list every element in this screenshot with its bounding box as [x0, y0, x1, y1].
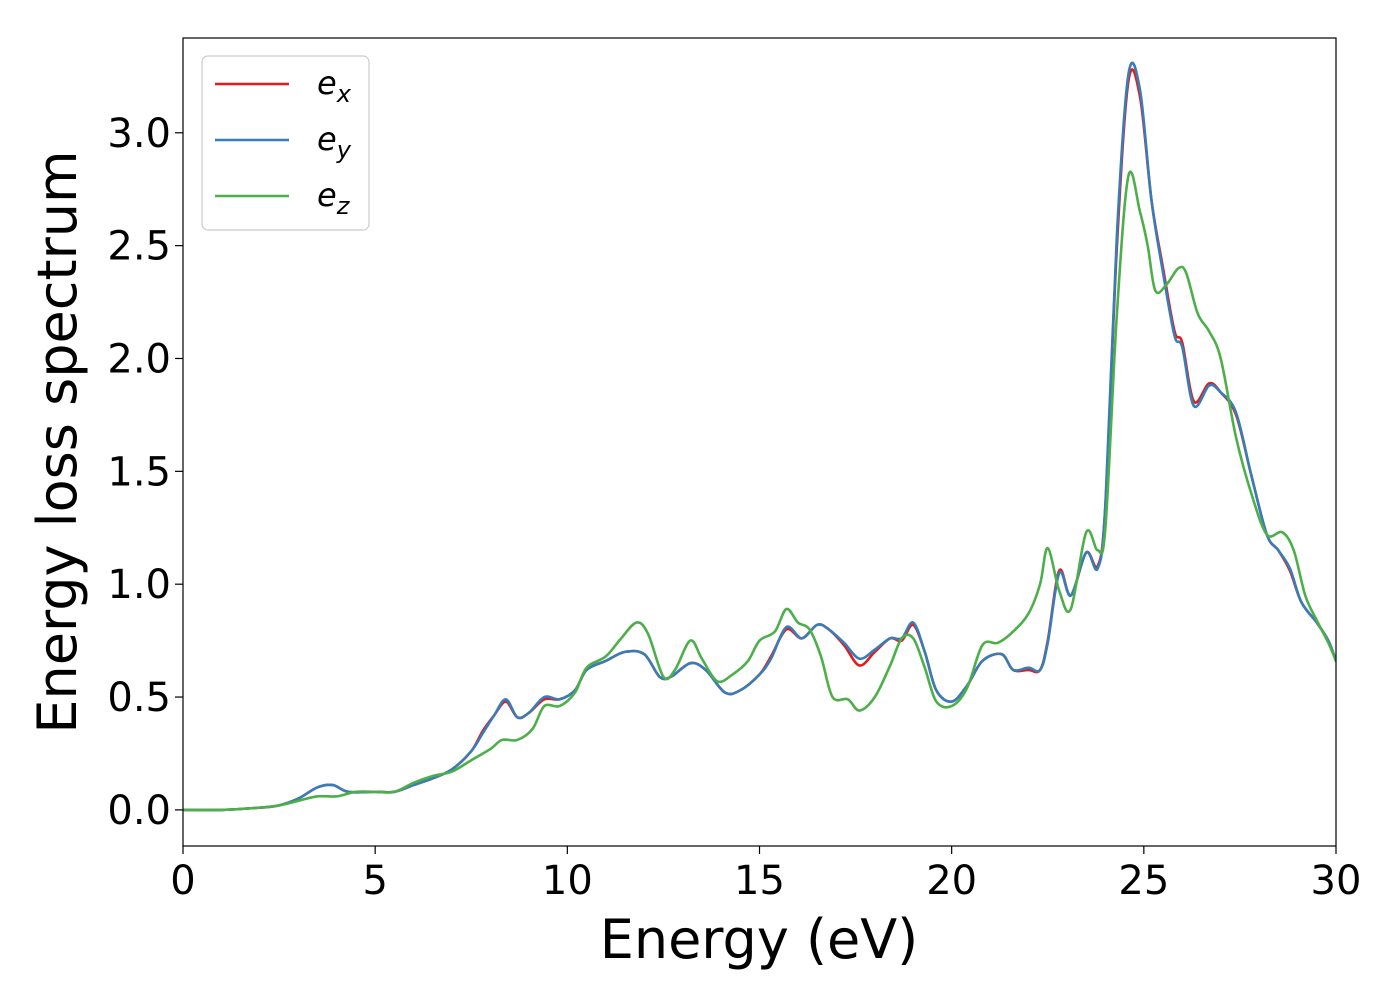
y-tick-label: 0.5	[107, 675, 171, 721]
x-tick-label: 10	[542, 858, 593, 904]
legend-label-e-z: ez	[317, 176, 351, 220]
y-tick-label: 1.0	[107, 562, 171, 608]
x-axis-label: Energy (eV)	[600, 908, 919, 971]
y-tick-label: 1.5	[107, 449, 171, 495]
legend-box	[201, 55, 370, 231]
legend-label-e-x: ex	[317, 64, 352, 108]
y-tick-label: 2.0	[107, 336, 171, 382]
y-tick-label: 0.0	[107, 788, 171, 834]
y-tick-label: 2.5	[107, 224, 171, 270]
x-tick-label: 25	[1118, 858, 1169, 904]
x-tick-label: 30	[1311, 858, 1362, 904]
y-axis-ticks: 0.0 0.5 1.0 1.5 2.0 2.5 3.0	[107, 111, 183, 834]
y-tick-label: 3.0	[107, 111, 171, 157]
x-axis-ticks: 0 5 10 15 20 25 30	[170, 846, 1361, 904]
x-tick-label: 15	[734, 858, 785, 904]
series-line-e-y	[183, 61, 1336, 812]
series-line-e-z	[183, 170, 1336, 812]
legend-label-e-y: ey	[317, 120, 352, 164]
x-tick-label: 0	[170, 858, 195, 904]
x-tick-label: 20	[926, 858, 977, 904]
legend-entries: ex ey ez	[215, 64, 352, 220]
legend: ex ey ez	[201, 55, 370, 231]
y-axis-label: Energy loss spectrum	[26, 150, 89, 733]
series-layer	[183, 61, 1336, 812]
x-tick-label: 5	[362, 858, 387, 904]
